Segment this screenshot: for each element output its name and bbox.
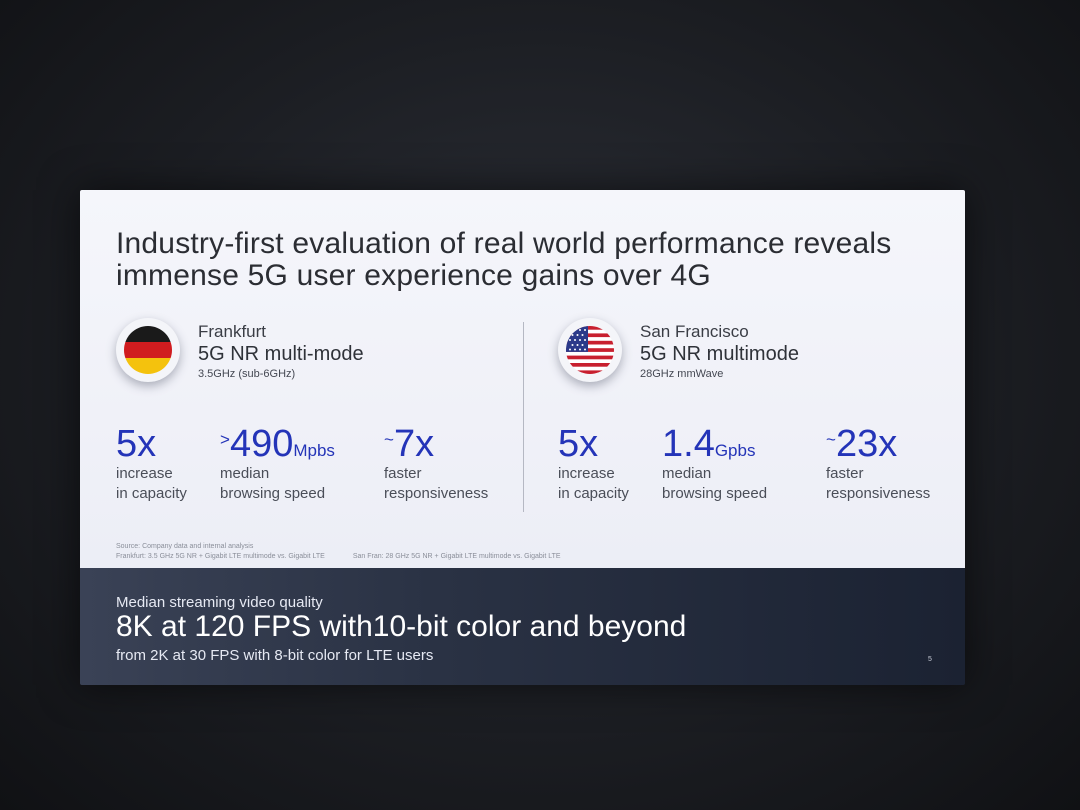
region-divider bbox=[523, 322, 524, 512]
stat-prefix: ~ bbox=[826, 430, 836, 449]
stat-value: 490 bbox=[229, 423, 294, 465]
stat-desc-line2: responsiveness bbox=[384, 485, 489, 502]
stat-desc-line1: median bbox=[662, 465, 712, 482]
region-frankfurt: Frankfurt 5G NR multi-mode 3.5GHz (sub-6… bbox=[116, 318, 536, 518]
source-line: Source: Company data and internal analys… bbox=[116, 543, 254, 550]
stat-desc-line1: faster bbox=[384, 465, 422, 482]
stat-responsiveness: ~23x faster responsiveness bbox=[826, 424, 930, 504]
stat-value: 5x bbox=[558, 423, 599, 465]
slide-title-line2: immense 5G user experience gains over 4G bbox=[116, 259, 711, 292]
stat-responsiveness: ~7x faster responsiveness bbox=[384, 424, 488, 504]
region-city: San Francisco bbox=[640, 322, 749, 341]
stat-desc-line2: in capacity bbox=[558, 485, 629, 502]
source-footnote: Source: Company data and internal analys… bbox=[116, 542, 589, 562]
region-city: Frankfurt bbox=[198, 322, 267, 341]
stat-desc-line1: median bbox=[220, 465, 270, 482]
stat-desc-line1: increase bbox=[558, 465, 615, 482]
stat-value: 1.4 bbox=[662, 423, 715, 465]
source-san-francisco: San Fran: 28 GHz 5G NR + Gigabit LTE mul… bbox=[352, 553, 561, 560]
slide-title: Industry-first evaluation of real world … bbox=[116, 228, 936, 292]
region-frequency-band: 3.5GHz (sub-6GHz) bbox=[198, 368, 296, 380]
region-frequency-band: 28GHz mmWave bbox=[640, 368, 724, 380]
slide-title-line1: Industry-first evaluation of real world … bbox=[116, 227, 892, 260]
stat-prefix: > bbox=[220, 430, 230, 449]
stat-value: 23x bbox=[835, 423, 898, 465]
stat-browsing-speed: >490Mpbs median browsing speed bbox=[220, 424, 335, 504]
usa-flag-icon bbox=[558, 318, 622, 382]
stat-desc-line2: in capacity bbox=[116, 485, 187, 502]
streaming-label: Median streaming video quality bbox=[116, 594, 323, 611]
stat-value: 5x bbox=[116, 423, 157, 465]
stat-desc-line2: browsing speed bbox=[220, 485, 326, 502]
page-number: 5 bbox=[928, 656, 932, 663]
stat-prefix: ~ bbox=[384, 430, 394, 449]
stat-unit: Mpbs bbox=[293, 441, 335, 460]
stat-capacity: 5x increase in capacity bbox=[558, 424, 629, 504]
slide-content-panel: Industry-first evaluation of real world … bbox=[80, 190, 965, 568]
source-frankfurt: Frankfurt: 3.5 GHz 5G NR + Gigabit LTE m… bbox=[116, 553, 325, 560]
stat-capacity: 5x increase in capacity bbox=[116, 424, 187, 504]
stat-unit: Gpbs bbox=[714, 441, 756, 460]
stat-desc-line2: responsiveness bbox=[826, 485, 931, 502]
germany-flag-icon bbox=[116, 318, 180, 382]
streaming-headline: 8K at 120 FPS with10-bit color and beyon… bbox=[116, 610, 687, 643]
stat-value: 7x bbox=[393, 423, 435, 465]
stat-desc-line2: browsing speed bbox=[662, 485, 768, 502]
stat-desc-line1: increase bbox=[116, 465, 173, 482]
region-network-mode: 5G NR multi-mode bbox=[198, 343, 364, 365]
stat-browsing-speed: 1.4Gpbs median browsing speed bbox=[662, 424, 767, 504]
region-san-francisco: San Francisco 5G NR multimode 28GHz mmWa… bbox=[558, 318, 965, 518]
presentation-slide: Industry-first evaluation of real world … bbox=[80, 190, 965, 685]
stat-desc-line1: faster bbox=[826, 465, 864, 482]
streaming-banner bbox=[80, 568, 965, 685]
streaming-subtext: from 2K at 30 FPS with 8-bit color for L… bbox=[116, 647, 434, 664]
region-network-mode: 5G NR multimode bbox=[640, 343, 799, 365]
